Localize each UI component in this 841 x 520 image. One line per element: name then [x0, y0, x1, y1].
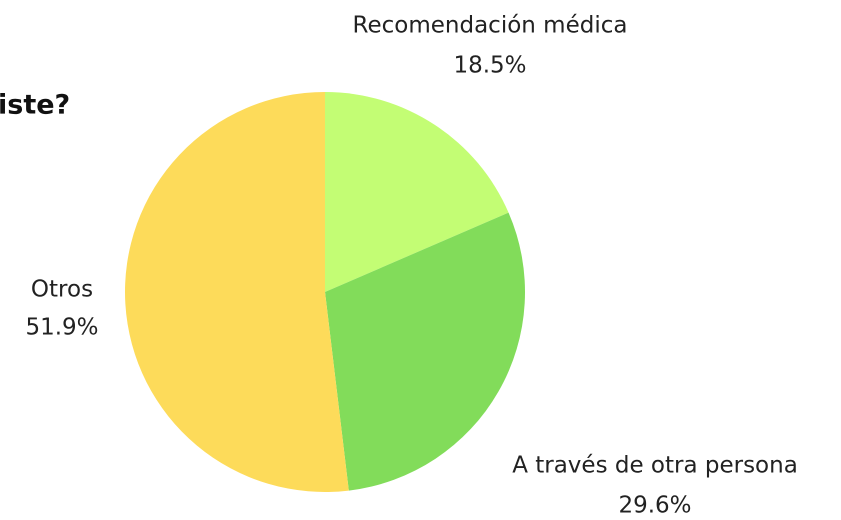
pie-slice	[325, 92, 509, 292]
chart-title: iste?	[0, 90, 70, 121]
slice-value: 18.5%	[453, 53, 526, 79]
slice-label: A través de otra persona	[512, 453, 798, 479]
slice-value: 51.9%	[25, 315, 98, 341]
slice-value: 29.6%	[618, 493, 691, 519]
slice-label: Otros	[31, 277, 93, 303]
pie-slice	[325, 212, 525, 491]
pie-slice	[124, 92, 349, 492]
slice-label: Recomendación médica	[353, 13, 628, 39]
